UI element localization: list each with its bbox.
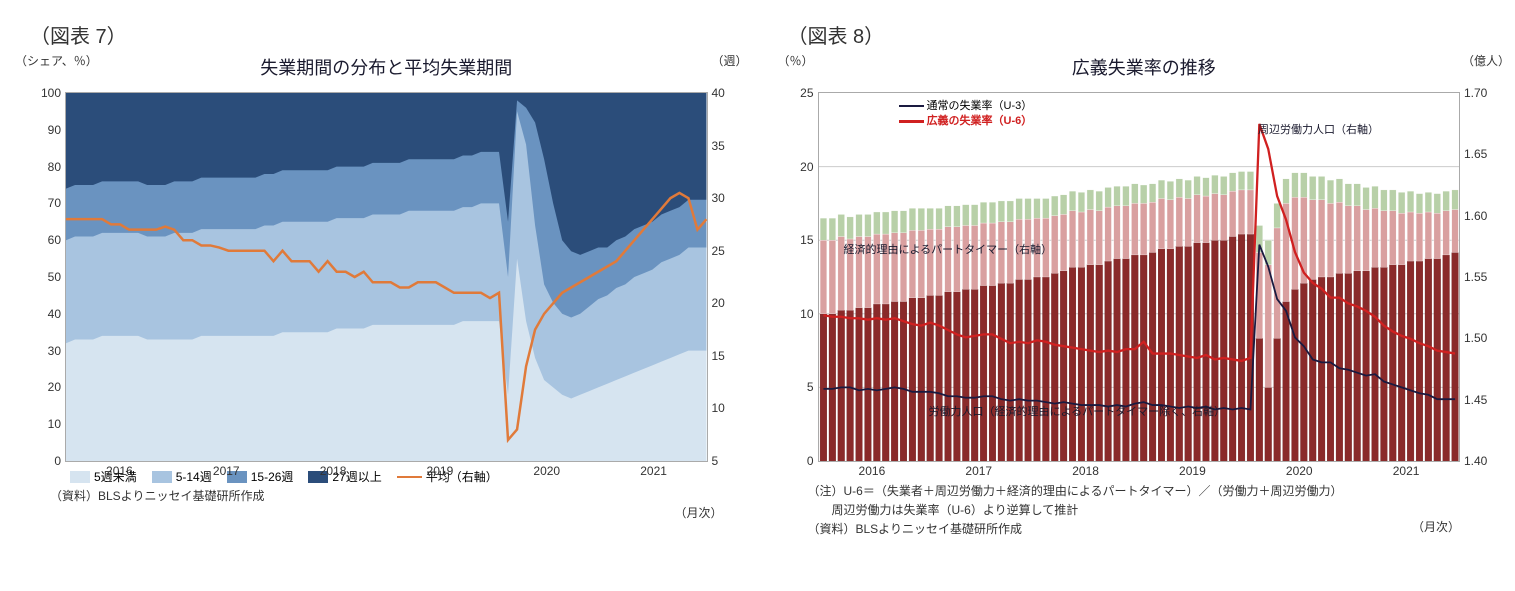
label-marginal: 周辺労働力人口（右軸） [1258, 121, 1379, 137]
legend-u3: 通常の失業率（U-3） [899, 99, 1033, 114]
label-econpt: 経済的理由によるパートタイマー（右軸） [844, 241, 1053, 257]
chart7-source: （資料）BLSよりニッセイ基礎研所作成 [30, 485, 743, 504]
chart8-line-legend: 通常の失業率（U-3） 広義の失業率（U-6） [899, 99, 1033, 130]
chart8-xnote: （月次） [1412, 518, 1500, 537]
chart8-note2: 周辺労働力は失業率（U-6）より逆算して推計 [788, 499, 1501, 518]
chart7-yright-label: （週） [711, 52, 747, 69]
chart7-fig-label: （図表 7） [30, 20, 743, 49]
legend-w5_14: 5-14週 [152, 468, 212, 485]
legend-u6: 広義の失業率（U-6） [899, 114, 1033, 129]
chart8-yleft-label: （％） [778, 52, 814, 69]
chart7-yleft-label: （シェア、％） [15, 52, 98, 69]
chart8-panel: （図表 8） （％） 広義失業率の推移 （億人） 通常の失業率（U-3） 広義の… [758, 0, 1515, 591]
chart7-title: 失業期間の分布と平均失業期間 [30, 54, 743, 80]
chart7-legend: 5週未満5-14週15-26週27週以上平均（右軸） [30, 462, 743, 485]
chart7-plot: 0102030405060708090100510152025303540201… [65, 92, 708, 462]
chart8-note1: （注）U-6＝（失業者＋周辺労働力＋経済的理由によるパートタイマー）／（労働力＋… [788, 480, 1501, 499]
chart7-panel: （図表 7） （シェア、％） 失業期間の分布と平均失業期間 （週） 010203… [0, 0, 758, 591]
chart7-svg [66, 93, 707, 461]
label-laborforce: 労働力人口（経済的理由によるパートタイマー除く、右軸） [929, 403, 1226, 419]
chart8-fig-label: （図表 8） [788, 20, 1501, 49]
chart8-yright-label: （億人） [1462, 52, 1510, 69]
chart8-source: （資料）BLSよりニッセイ基礎研所作成 [788, 518, 1022, 537]
chart7-xnote: （月次） [30, 504, 743, 521]
chart8-plot: 通常の失業率（U-3） 広義の失業率（U-6） 05101520251.401.… [818, 92, 1461, 462]
chart8-title: 広義失業率の推移 [788, 54, 1501, 80]
